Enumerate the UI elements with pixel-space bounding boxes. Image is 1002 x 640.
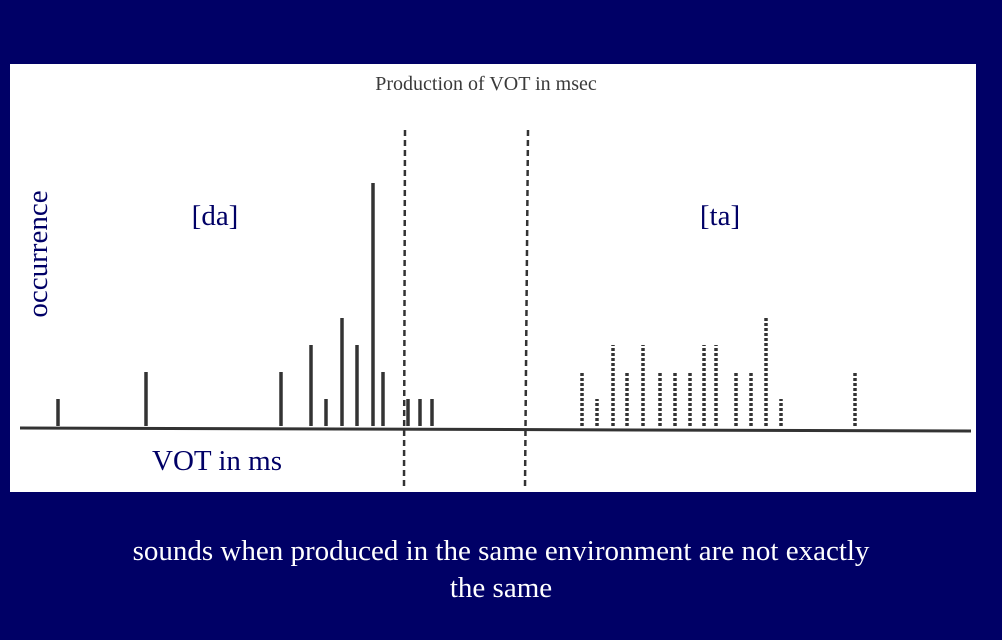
bars-group xyxy=(56,183,857,426)
category-boundary-right xyxy=(523,129,530,489)
category-boundary-left xyxy=(402,129,407,487)
slide-caption: sounds when produced in the same environ… xyxy=(0,533,1002,607)
x-axis-label: VOT in ms xyxy=(152,445,282,477)
caption-line-2: the same xyxy=(449,572,553,604)
x-axis-baseline xyxy=(19,426,972,433)
caption-line-1: sounds when produced in the same environ… xyxy=(132,535,870,567)
group-label-da: [da] xyxy=(192,200,239,232)
group-label-ta: [ta] xyxy=(700,200,740,232)
chart-panel: Production of VOT in msec occurrence VOT… xyxy=(10,64,976,492)
vot-chart: Production of VOT in msec occurrence VOT… xyxy=(19,73,972,489)
y-axis-label: occurrence xyxy=(22,190,54,317)
chart-title: Production of VOT in msec xyxy=(375,73,597,95)
